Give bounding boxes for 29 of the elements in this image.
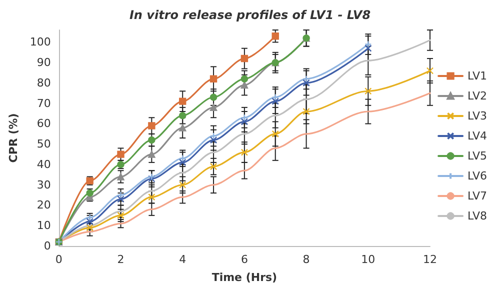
legend-label: LV3: [468, 110, 488, 122]
y-tick-label: 100: [30, 36, 51, 49]
y-axis-title: CPR (%): [7, 113, 20, 163]
y-tick-label: 90: [36, 56, 51, 70]
legend-label: LV6: [468, 170, 488, 182]
x-tick-label: 6: [240, 253, 248, 266]
x-axis-title: Time (Hrs): [212, 271, 278, 284]
legend-label: LV4: [468, 130, 488, 142]
legend-label: LV1: [468, 70, 488, 82]
x-tick-label: 2: [117, 253, 124, 266]
legend-label: LV8: [468, 210, 488, 222]
x-tick-label: 4: [179, 253, 186, 266]
legend-label: LV5: [468, 150, 488, 162]
y-tick-label: 40: [36, 158, 51, 171]
x-tick-label: 0: [55, 253, 62, 266]
legend-label: LV7: [468, 190, 488, 202]
y-tick-label: 70: [36, 96, 51, 110]
y-tick-label: 50: [36, 138, 51, 151]
y-tick-label: 20: [36, 198, 51, 212]
x-tick-label: 12: [423, 253, 437, 266]
legend-label: LV2: [468, 90, 488, 102]
y-tick-label: 0: [44, 240, 51, 252]
y-tick-label: 10: [36, 219, 51, 232]
y-tick-label: 60: [36, 117, 51, 130]
chart-title: In vitro release profiles of LV1 - LV8: [129, 8, 371, 22]
x-tick-label: 10: [361, 253, 376, 266]
y-tick-label: 30: [36, 178, 51, 192]
y-tick-label: 80: [36, 76, 51, 90]
x-tick-label: 8: [302, 253, 310, 266]
